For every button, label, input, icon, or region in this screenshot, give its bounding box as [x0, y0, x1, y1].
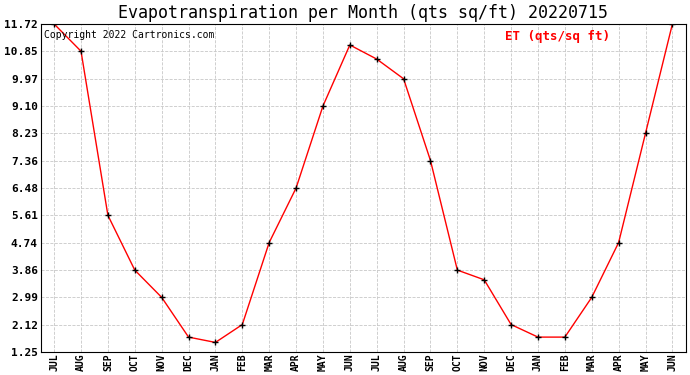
Title: Evapotranspiration per Month (qts sq/ft) 20220715: Evapotranspiration per Month (qts sq/ft)… [118, 4, 609, 22]
Text: Copyright 2022 Cartronics.com: Copyright 2022 Cartronics.com [44, 30, 215, 40]
Text: ET (qts/sq ft): ET (qts/sq ft) [505, 30, 610, 43]
